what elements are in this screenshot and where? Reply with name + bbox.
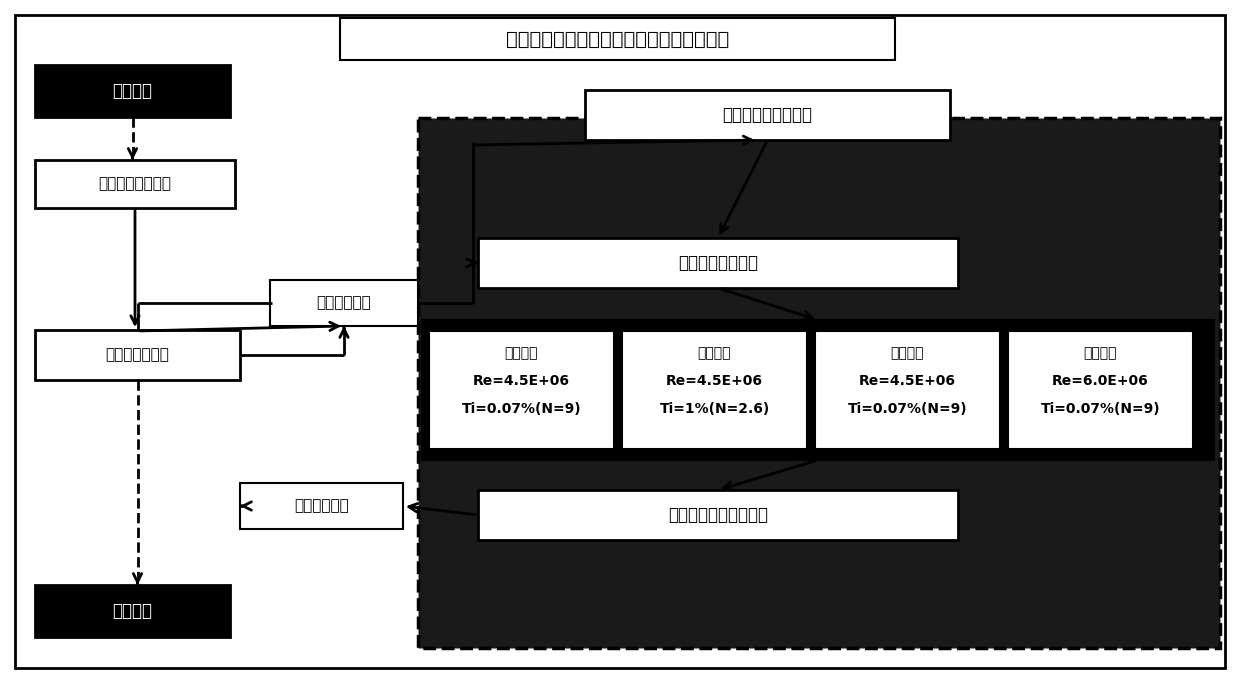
Bar xyxy=(35,330,241,380)
Text: 固定转捩: 固定转捩 xyxy=(890,346,924,360)
Text: 自然转捩: 自然转捩 xyxy=(698,346,732,360)
Text: 最优化算法模块: 最优化算法模块 xyxy=(105,348,170,363)
Text: 气动评估模块: 气动评估模块 xyxy=(294,499,348,514)
Bar xyxy=(340,18,895,60)
Text: Re=4.5E+06: Re=4.5E+06 xyxy=(472,374,570,388)
Text: 翼型多工况分析模块: 翼型多工况分析模块 xyxy=(723,106,812,124)
Text: Ti=0.07%(N=9): Ti=0.07%(N=9) xyxy=(848,402,967,416)
Bar xyxy=(270,280,418,326)
Text: Re=4.5E+06: Re=4.5E+06 xyxy=(859,374,956,388)
Bar xyxy=(477,490,959,540)
Text: 翼型气动特性参数分析: 翼型气动特性参数分析 xyxy=(668,506,768,524)
Bar xyxy=(815,331,999,449)
Text: 气动性能并行计算: 气动性能并行计算 xyxy=(678,254,758,272)
Text: 考虑自由来流湍流影响的翼型优化设计方法: 考虑自由来流湍流影响的翼型优化设计方法 xyxy=(506,29,729,48)
Bar xyxy=(35,65,229,117)
Text: 数学模型定义模块: 数学模型定义模块 xyxy=(98,176,171,191)
Text: 自然转捩: 自然转捩 xyxy=(505,346,538,360)
Bar xyxy=(35,160,236,208)
Text: 自然转捩: 自然转捩 xyxy=(1084,346,1117,360)
Bar xyxy=(477,238,959,288)
Bar xyxy=(1008,331,1193,449)
Bar xyxy=(35,585,229,637)
Bar xyxy=(622,331,807,449)
Text: Re=6.0E+06: Re=6.0E+06 xyxy=(1052,374,1149,388)
Bar xyxy=(422,320,1214,460)
Text: Re=4.5E+06: Re=4.5E+06 xyxy=(666,374,763,388)
Text: 几何设计模块: 几何设计模块 xyxy=(316,296,371,311)
Bar xyxy=(241,483,403,529)
Text: Ti=0.07%(N=9): Ti=0.07%(N=9) xyxy=(461,402,582,416)
Bar xyxy=(418,118,1220,648)
Text: 最优翼型: 最优翼型 xyxy=(113,602,153,620)
Text: 初始翼型: 初始翼型 xyxy=(113,82,153,100)
Bar xyxy=(429,331,614,449)
Text: Ti=1%(N=2.6): Ti=1%(N=2.6) xyxy=(660,402,770,416)
Text: Ti=0.07%(N=9): Ti=0.07%(N=9) xyxy=(1040,402,1161,416)
Bar xyxy=(585,90,950,140)
